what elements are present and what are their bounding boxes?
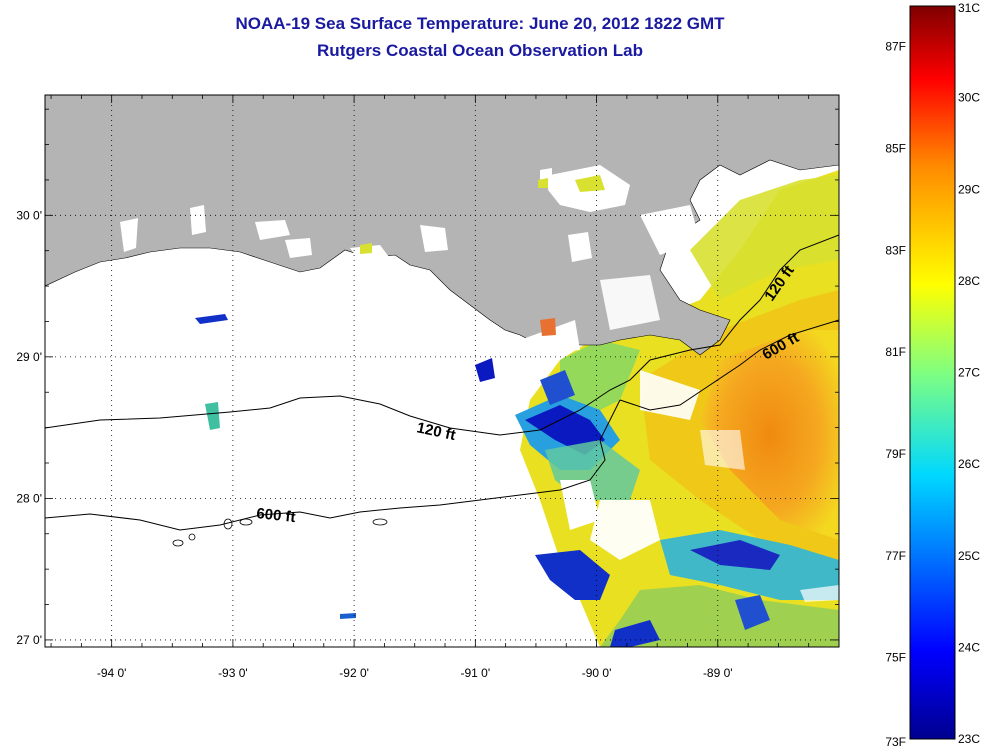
colorbar-fahrenheit-label: 85F: [885, 142, 906, 156]
colorbar: [909, 5, 956, 740]
colorbar-celsius-label: 24C: [958, 640, 980, 654]
lon-label: -92 0': [339, 666, 369, 680]
colorbar-labels: 31C 30C 29C 28C 27C 26C 25C 24C 23C 87F 85F 83F 81F 7…: [885, 1, 980, 749]
lat-label: 29 0': [16, 350, 42, 364]
colorbar-fahrenheit-label: 75F: [885, 651, 906, 665]
colorbar-celsius-label: 26C: [958, 457, 980, 471]
map-title: NOAA-19 Sea Surface Temperature: June 20…: [235, 14, 725, 33]
colorbar-celsius-label: 27C: [958, 366, 980, 380]
colorbar-celsius-label: 31C: [958, 1, 980, 15]
lon-label: -94 0': [97, 666, 127, 680]
colorbar-fahrenheit-label: 87F: [885, 40, 906, 54]
contour-120ft-west: [45, 395, 541, 436]
contour-600ft-east: [619, 319, 839, 411]
map-axes: -94 0' -93 0' -92 0' -91 0' -90 0' -89 0' 30 0…: [16, 95, 840, 680]
colorbar-fahrenheit-label: 79F: [885, 447, 906, 461]
contour-600ft-west: [45, 399, 621, 531]
lat-label: 30 0': [16, 208, 42, 222]
colorbar-fahrenheit-label: 83F: [885, 243, 906, 257]
map-subtitle: Rutgers Coastal Ocean Observation Lab: [317, 41, 643, 60]
lat-label: 28 0': [16, 491, 42, 505]
sst-data-layer: [195, 170, 839, 647]
map-border: [44, 94, 840, 648]
contour-120ft-east: [539, 234, 839, 431]
colorbar-celsius-label: 23C: [958, 732, 980, 746]
lon-label: -91 0': [461, 666, 491, 680]
colorbar-fahrenheit-label: 81F: [885, 345, 906, 359]
graticule: [45, 95, 839, 647]
colorbar-celsius-label: 29C: [958, 182, 980, 196]
colorbar-fahrenheit-label: 77F: [885, 549, 906, 563]
colorbar-celsius-label: 30C: [958, 91, 980, 105]
colorbar-fahrenheit-label: 73F: [885, 735, 906, 749]
lon-label: -90 0': [582, 666, 612, 680]
colorbar-celsius-label: 25C: [958, 549, 980, 563]
lon-label: -89 0': [703, 666, 733, 680]
lat-label: 27 0': [16, 633, 42, 647]
lon-label: -93 0': [218, 666, 248, 680]
contour-label-600ft-west: 600 ft: [256, 505, 297, 526]
colorbar-celsius-label: 28C: [958, 274, 980, 288]
